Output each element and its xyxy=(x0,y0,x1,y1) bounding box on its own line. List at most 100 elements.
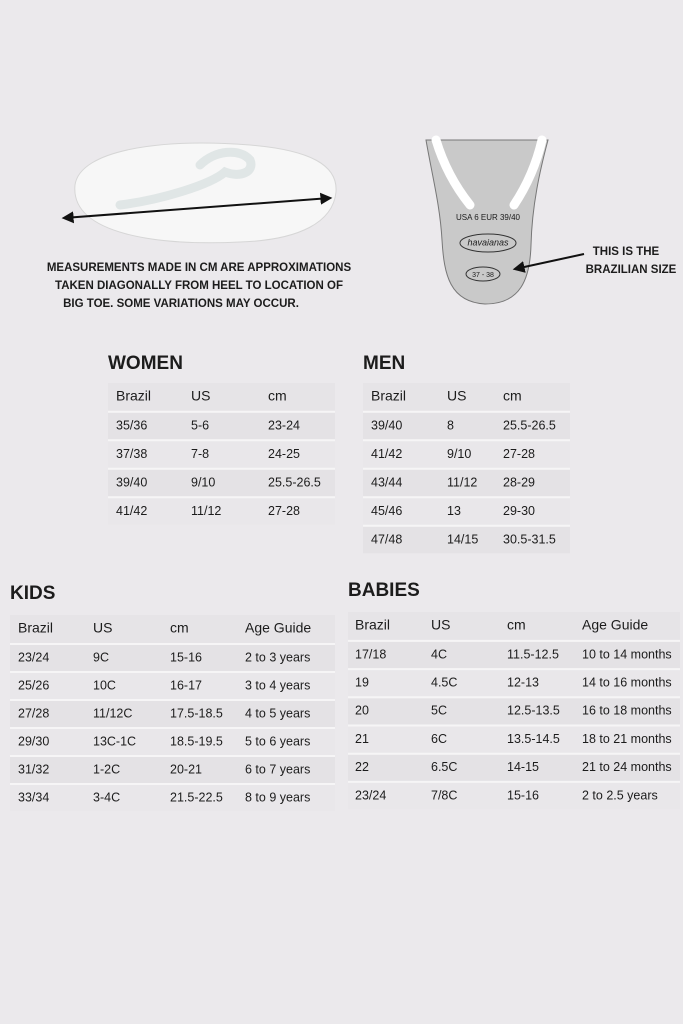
table-cell: 24-25 xyxy=(268,447,300,461)
table-row xyxy=(108,498,335,525)
table-cell: 15-16 xyxy=(507,788,539,802)
column-header: Brazil xyxy=(18,620,53,636)
column-header: Brazil xyxy=(116,388,151,404)
table-cell: 4 to 5 years xyxy=(245,706,310,720)
column-header: Age Guide xyxy=(245,620,311,636)
table-cell: 21 to 24 months xyxy=(582,760,672,774)
column-header: US xyxy=(447,388,466,404)
column-header: cm xyxy=(503,388,522,404)
table-cell: 13C-1C xyxy=(93,734,136,748)
table-cell: 37/38 xyxy=(116,447,147,461)
table-cell: 28-29 xyxy=(503,475,535,489)
table-cell: 4C xyxy=(431,647,447,661)
table-row xyxy=(348,641,680,669)
table-cell: 18 to 21 months xyxy=(582,732,672,746)
table-row xyxy=(10,673,335,699)
callout-text: THIS IS THE xyxy=(593,246,660,258)
table-row xyxy=(348,698,680,725)
table-row xyxy=(363,526,570,554)
table-cell: 14/15 xyxy=(447,532,478,546)
table-cell: 14-15 xyxy=(507,760,539,774)
table-cell: 7-8 xyxy=(191,447,209,461)
table-cell: 17/18 xyxy=(355,647,386,661)
table-row xyxy=(10,729,335,755)
table-cell: 7/8C xyxy=(431,788,457,802)
table-cell: 29-30 xyxy=(503,504,535,518)
table-cell: 31/32 xyxy=(18,762,49,776)
table-cell: 23/24 xyxy=(18,650,49,664)
table-cell: 11/12C xyxy=(93,706,132,720)
column-header: Age Guide xyxy=(582,617,648,633)
table-cell: 41/42 xyxy=(371,447,402,461)
column-header: US xyxy=(93,620,112,636)
table-cell: 9C xyxy=(93,650,109,664)
table-cell: 8 xyxy=(447,418,454,432)
table-cell: 16-17 xyxy=(170,678,202,692)
table-cell: 5C xyxy=(431,704,447,718)
table-row xyxy=(10,757,335,783)
table-cell: 16 to 18 months xyxy=(582,704,672,718)
table-cell: 33/34 xyxy=(18,790,49,804)
table-cell: 11/12 xyxy=(447,475,477,489)
measurement-note: BIG TOE. SOME VARIATIONS MAY OCCUR. xyxy=(63,298,299,310)
table-cell: 22 xyxy=(355,760,369,774)
table-cell: 9/10 xyxy=(191,475,215,489)
column-header: cm xyxy=(268,388,287,404)
table-cell: 12-13 xyxy=(507,675,539,689)
table-title: WOMEN xyxy=(108,353,183,374)
table-cell: 20 xyxy=(355,704,369,718)
table-cell: 47/48 xyxy=(371,532,402,546)
table-row xyxy=(363,498,570,525)
table-cell: 23-24 xyxy=(268,418,300,432)
table-cell: 3 to 4 years xyxy=(245,678,310,692)
table-cell: 13 xyxy=(447,504,461,518)
table-cell: 27-28 xyxy=(268,504,300,518)
table-cell: 10 to 14 months xyxy=(582,647,672,661)
sole-brand: havaianas xyxy=(467,237,509,247)
table-cell: 19 xyxy=(355,675,369,689)
table-row xyxy=(348,782,680,810)
table-cell: 25.5-26.5 xyxy=(503,418,556,432)
table-cell: 11.5-12.5 xyxy=(507,647,559,661)
table-row xyxy=(363,469,570,497)
table-cell: 5 to 6 years xyxy=(245,734,310,748)
measurement-note: MEASUREMENTS MADE IN CM ARE APPROXIMATIO… xyxy=(47,262,352,274)
table-row xyxy=(348,670,680,697)
table-cell: 35/36 xyxy=(116,418,147,432)
table-row xyxy=(363,441,570,468)
table-cell: 29/30 xyxy=(18,734,49,748)
table-cell: 21 xyxy=(355,732,369,746)
table-cell: 17.5-18.5 xyxy=(170,706,223,720)
table-title: MEN xyxy=(363,353,405,374)
table-row xyxy=(108,469,335,497)
table-cell: 2 to 3 years xyxy=(245,650,310,664)
table-row xyxy=(10,785,335,811)
callout-arrow xyxy=(512,253,585,273)
table-cell: 9/10 xyxy=(447,447,471,461)
table-cell: 27/28 xyxy=(18,706,49,720)
callout-text: BRAZILIAN SIZE xyxy=(586,264,677,276)
table-cell: 10C xyxy=(93,678,116,692)
table-cell: 39/40 xyxy=(116,475,147,489)
table-cell: 6.5C xyxy=(431,760,457,774)
table-cell: 43/44 xyxy=(371,475,402,489)
table-row xyxy=(10,645,335,671)
column-header: cm xyxy=(170,620,189,636)
table-cell: 45/46 xyxy=(371,504,402,518)
table-cell: 2 to 2.5 years xyxy=(582,788,658,802)
table-cell: 18.5-19.5 xyxy=(170,734,223,748)
sole-brazil-size: 37 - 38 xyxy=(472,272,494,279)
header-row xyxy=(363,383,570,411)
table-cell: 14 to 16 months xyxy=(582,675,672,689)
table-title: BABIES xyxy=(348,580,420,601)
sole-size-line: USA 6 EUR 39/40 xyxy=(456,213,521,222)
table-cell: 25/26 xyxy=(18,678,49,692)
column-header: US xyxy=(191,388,210,404)
table-cell: 6 to 7 years xyxy=(245,762,310,776)
table-title: KIDS xyxy=(10,583,55,604)
table-cell: 39/40 xyxy=(371,418,402,432)
table-row xyxy=(108,441,335,468)
header-row xyxy=(108,383,335,411)
